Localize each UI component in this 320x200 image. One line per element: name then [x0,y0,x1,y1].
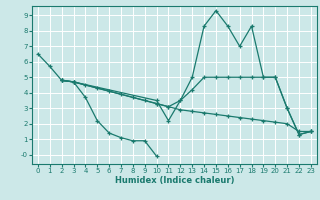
X-axis label: Humidex (Indice chaleur): Humidex (Indice chaleur) [115,176,234,185]
